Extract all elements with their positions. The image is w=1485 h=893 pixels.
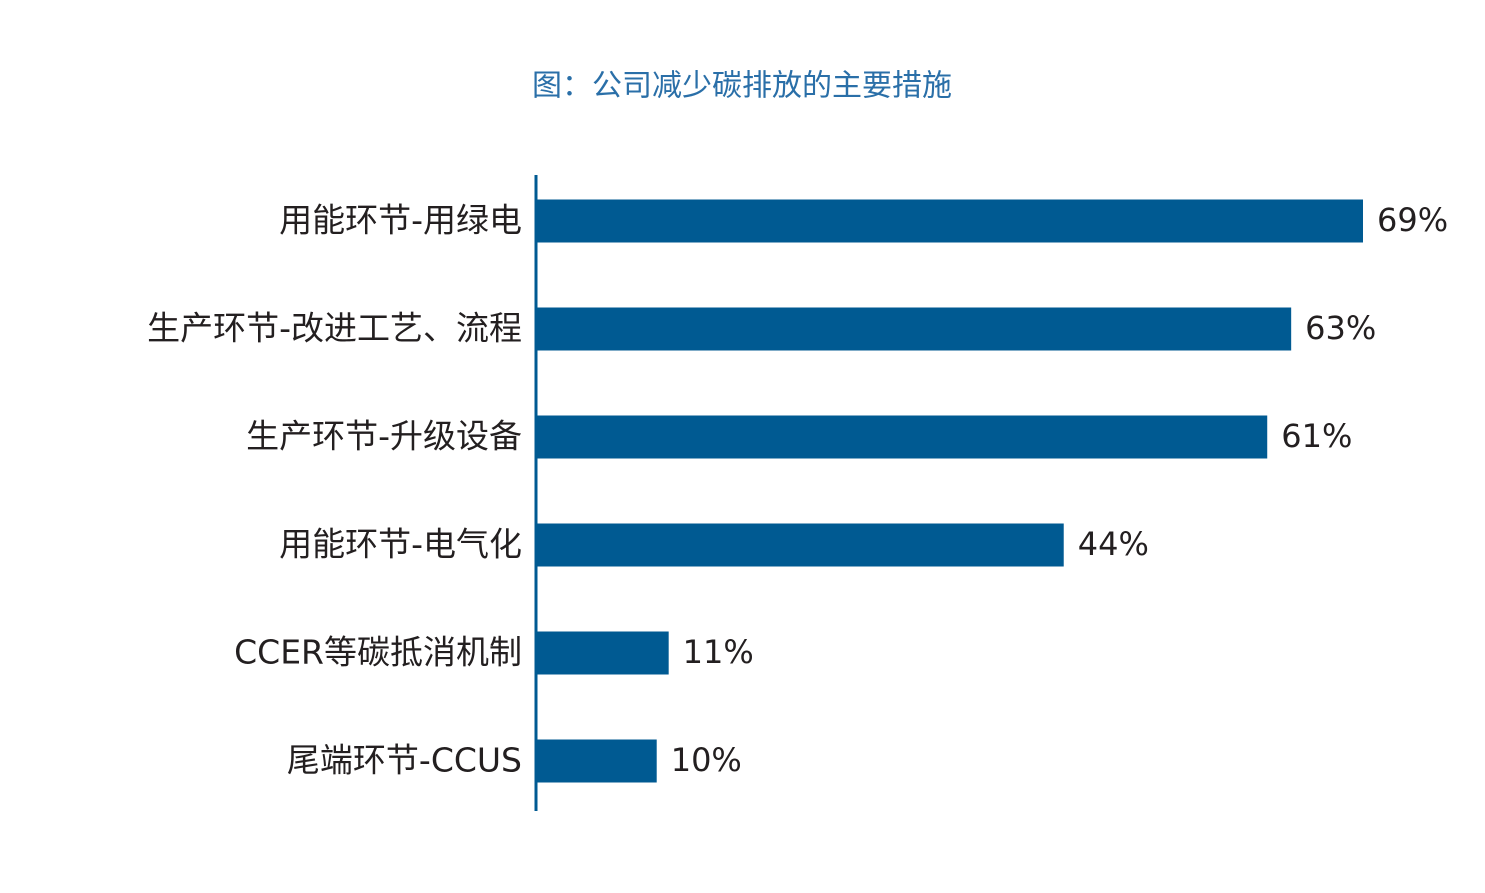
- value-label: 63%: [1305, 309, 1376, 347]
- value-label: 11%: [683, 633, 754, 671]
- bar: [537, 199, 1363, 243]
- bar: [537, 415, 1268, 459]
- category-label: 尾端环节-CCUS: [287, 741, 522, 780]
- bar: [537, 739, 657, 783]
- bar: [537, 523, 1064, 567]
- category-label: CCER等碳抵消机制: [234, 633, 522, 672]
- category-label: 用能环节-电气化: [279, 525, 522, 564]
- category-label: 生产环节-改进工艺、流程: [147, 309, 522, 348]
- chart-title: 图：公司减少碳排放的主要措施: [532, 69, 952, 104]
- value-label: 44%: [1078, 525, 1149, 563]
- value-label: 10%: [671, 741, 742, 779]
- bar: [537, 631, 669, 675]
- category-label: 用能环节-用绿电: [279, 201, 522, 240]
- bar: [537, 307, 1292, 351]
- category-label: 生产环节-升级设备: [246, 417, 522, 456]
- value-label: 61%: [1281, 417, 1352, 455]
- value-label: 69%: [1377, 201, 1448, 239]
